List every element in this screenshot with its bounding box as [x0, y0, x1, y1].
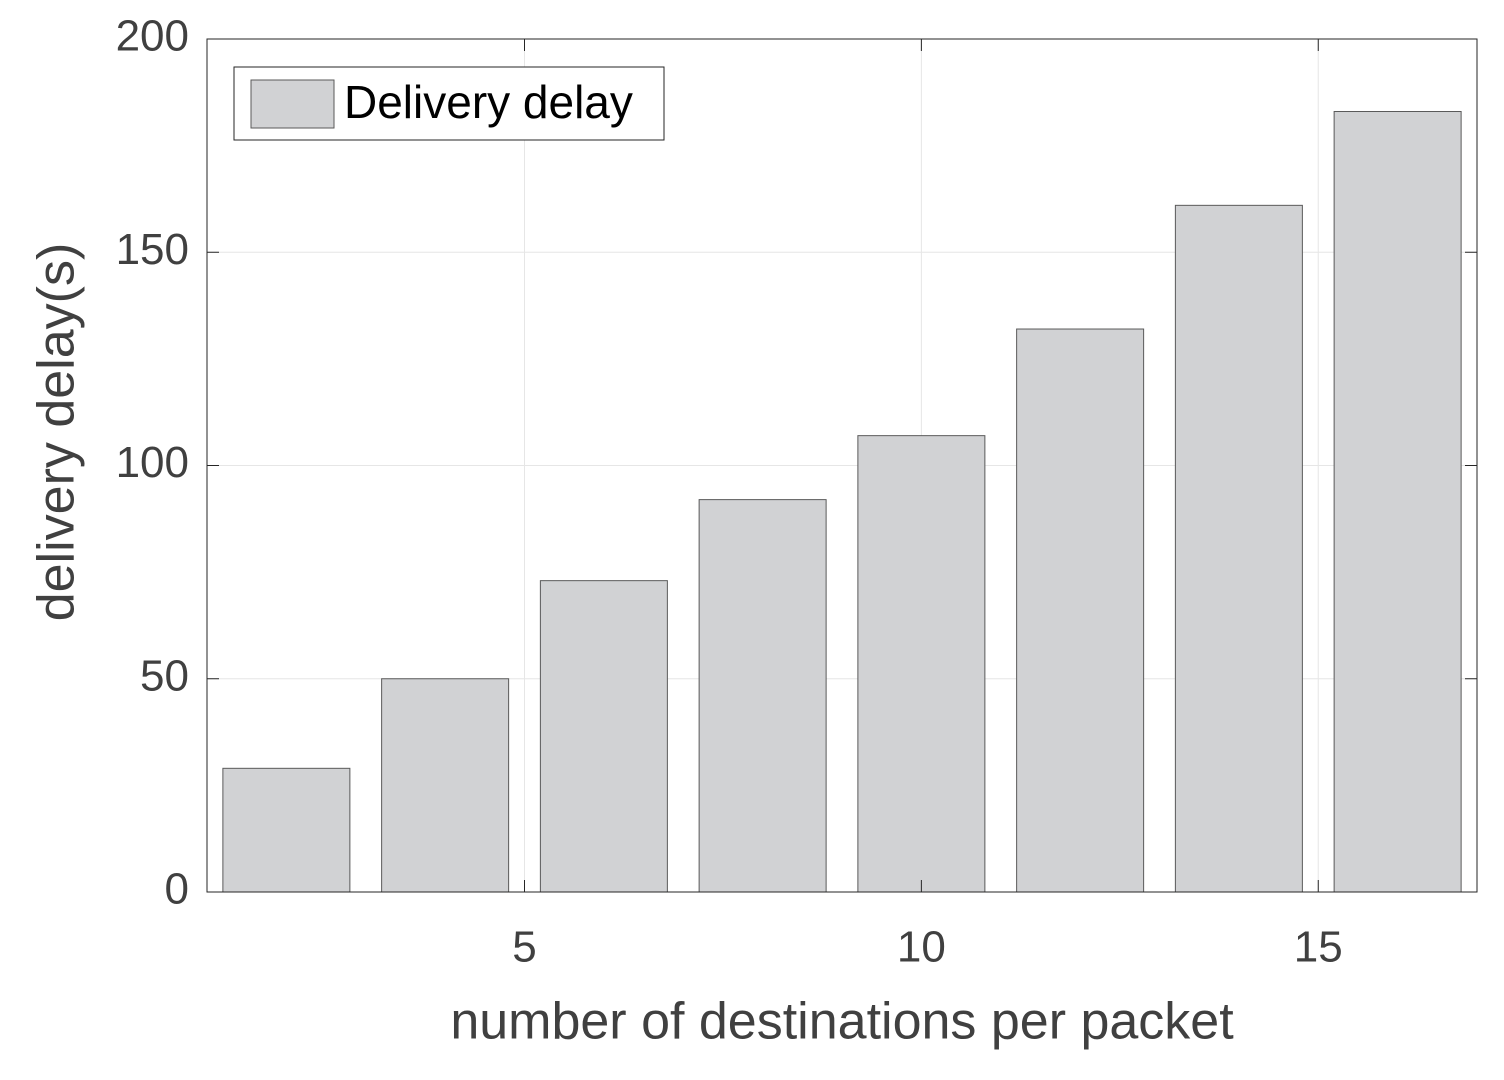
- bar: [381, 678, 510, 893]
- plot-frame: [206, 38, 1478, 893]
- y-tick-label: 50: [140, 651, 189, 700]
- bar: [698, 499, 827, 893]
- bar: [1333, 111, 1462, 893]
- x-axis-label: number of destinations per packet: [450, 993, 1234, 1051]
- x-tick-label: 15: [1294, 923, 1343, 972]
- y-tick-label: 200: [116, 12, 189, 61]
- x-tick-label: 10: [897, 923, 946, 972]
- bar: [1016, 328, 1145, 893]
- y-tick-label: 150: [116, 225, 189, 274]
- bar: [222, 767, 351, 893]
- y-tick-label: 100: [116, 438, 189, 487]
- y-axis-label: delivery delay(s): [28, 243, 86, 622]
- y-tick-label: 0: [165, 865, 189, 914]
- x-tick-label: 5: [512, 923, 536, 972]
- legend-swatch: [250, 79, 335, 129]
- bar: [1174, 204, 1303, 893]
- legend-label: Delivery delay: [344, 76, 633, 128]
- bar: [539, 580, 668, 893]
- bar: [857, 435, 986, 893]
